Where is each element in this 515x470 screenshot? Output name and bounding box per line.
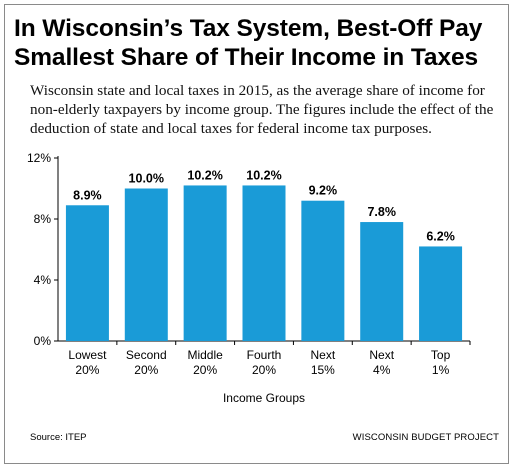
publisher-name: WISCONSIN BUDGET PROJECT (352, 432, 499, 443)
data-label: 8.9% (73, 188, 102, 202)
x-tick-label: Second (126, 348, 167, 362)
bar (124, 188, 168, 341)
chart-subtitle: Wisconsin state and local taxes in 2015,… (30, 82, 494, 137)
y-tick-label: 4% (34, 273, 52, 287)
x-tick-label: 20% (75, 363, 99, 377)
x-tick-label: Next (369, 348, 394, 362)
bar (242, 185, 286, 341)
x-tick-label: Middle (187, 348, 223, 362)
x-tick-label: Lowest (68, 348, 107, 362)
x-tick-label: 1% (432, 363, 450, 377)
data-label: 10.0% (129, 172, 164, 186)
x-tick-label: Fourth (247, 348, 282, 362)
bar (419, 246, 463, 341)
y-tick-label: 8% (34, 212, 52, 226)
bar (360, 222, 404, 341)
data-label: 7.8% (367, 205, 396, 219)
bar (301, 200, 345, 341)
bar (65, 205, 109, 341)
x-tick-label: 15% (311, 363, 335, 377)
bar (183, 185, 227, 341)
data-label: 10.2% (246, 168, 281, 182)
x-axis-title: Income Groups (223, 391, 305, 405)
y-tick-label: 12% (27, 151, 51, 165)
x-tick-label: Top (431, 348, 451, 362)
y-tick-label: 0% (34, 334, 52, 348)
data-label: 10.2% (187, 168, 222, 182)
x-tick-label: 20% (193, 363, 217, 377)
chart-title: In Wisconsin’s Tax System, Best-Off Pay … (14, 15, 483, 71)
data-label: 6.2% (426, 229, 455, 243)
x-tick-label: 20% (252, 363, 276, 377)
x-tick-label: 4% (373, 363, 391, 377)
data-label: 9.2% (309, 184, 338, 198)
x-tick-label: Next (311, 348, 336, 362)
x-tick-label: 20% (134, 363, 158, 377)
source-note: Source: ITEP (30, 432, 87, 443)
